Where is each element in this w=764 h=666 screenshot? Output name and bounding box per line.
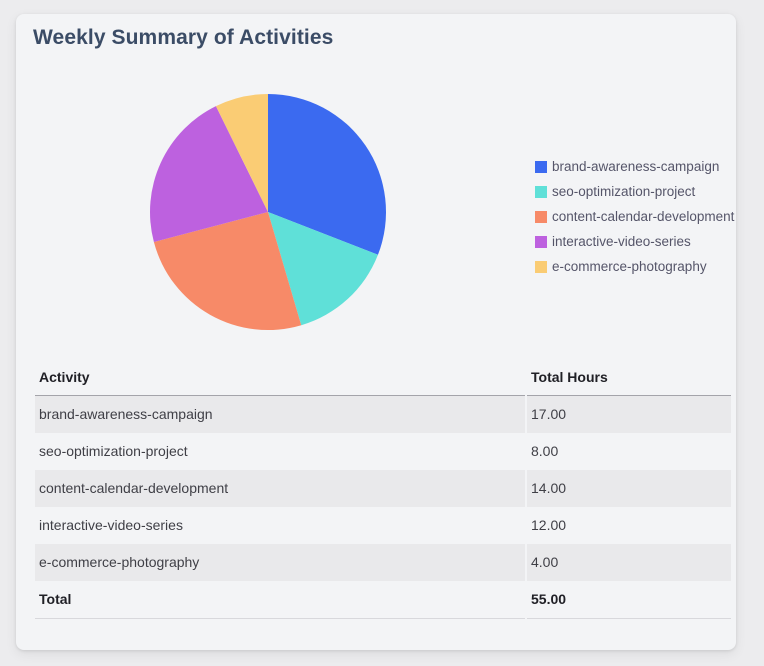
legend-item: e-commerce-photography (535, 254, 734, 279)
legend-swatch-icon (535, 210, 547, 223)
legend-label: brand-awareness-campaign (552, 159, 720, 174)
column-header-total-hours: Total Hours (527, 365, 731, 396)
legend-swatch-icon (535, 235, 547, 248)
table-row: e-commerce-photography 4.00 (35, 544, 731, 581)
pie-slice-seo-optimization-project (268, 212, 378, 326)
pie-slice-brand-awareness-campaign (268, 94, 386, 255)
legend-label: e-commerce-photography (552, 259, 707, 274)
legend-label: interactive-video-series (552, 234, 691, 249)
legend-label: content-calendar-development (552, 209, 735, 224)
pie-slice-interactive-video-series (150, 106, 268, 242)
table-row: content-calendar-development 14.00 (35, 470, 731, 507)
pie-slice-content-calendar-development (153, 212, 302, 330)
table-row: interactive-video-series 12.00 (35, 507, 731, 544)
table-total-row: Total 55.00 (35, 581, 731, 619)
hours-cell: 12.00 (531, 517, 567, 533)
legend-item: seo-optimization-project (535, 179, 734, 204)
pie-slice-e-commerce-photography (215, 94, 268, 212)
legend-swatch-icon (535, 160, 547, 173)
legend-swatch-icon (535, 260, 547, 273)
legend-item: brand-awareness-campaign (535, 154, 734, 179)
table-row: seo-optimization-project 8.00 (35, 433, 731, 470)
activity-cell: e-commerce-photography (35, 544, 525, 581)
hours-cell: 17.00 (527, 396, 731, 433)
pie-chart (150, 94, 386, 330)
legend-label: seo-optimization-project (552, 184, 696, 199)
legend-item: content-calendar-development (535, 204, 734, 229)
table-row: brand-awareness-campaign 17.00 (35, 396, 731, 433)
activity-cell: seo-optimization-project (39, 443, 188, 459)
activity-table: Activity Total Hours brand-awareness-cam… (33, 365, 733, 619)
activity-cell: brand-awareness-campaign (35, 396, 525, 433)
legend-swatch-icon (535, 185, 547, 198)
page-title: Weekly Summary of Activities (33, 26, 334, 49)
hours-cell: 14.00 (527, 470, 731, 507)
column-header-activity: Activity (35, 365, 525, 396)
activity-cell: interactive-video-series (39, 517, 183, 533)
legend-item: interactive-video-series (535, 229, 734, 254)
chart-legend: brand-awareness-campaign seo-optimizatio… (535, 154, 734, 279)
hours-cell: 4.00 (527, 544, 731, 581)
weekly-summary-card: Weekly Summary of Activities brand-aware… (16, 14, 736, 650)
table-header-row: Activity Total Hours (35, 365, 731, 396)
total-label-cell: Total (35, 581, 525, 619)
hours-cell: 8.00 (531, 443, 559, 459)
total-hours-cell: 55.00 (527, 581, 731, 619)
activity-cell: content-calendar-development (35, 470, 525, 507)
